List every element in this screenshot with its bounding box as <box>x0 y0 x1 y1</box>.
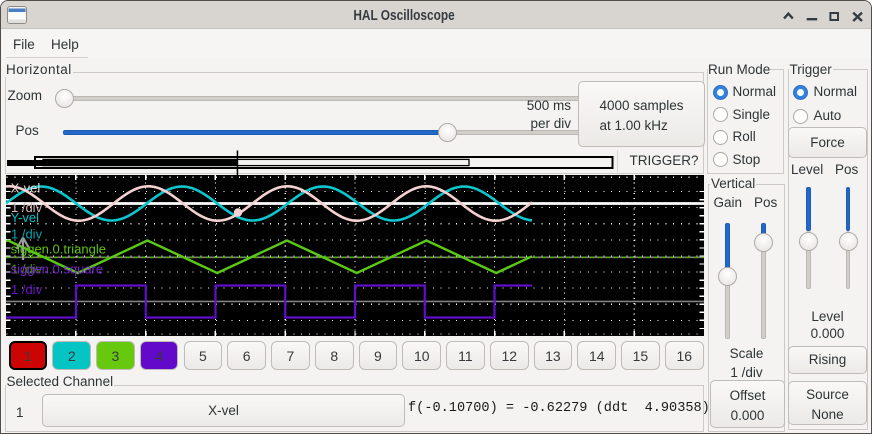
svg-text:1 /div: 1 /div <box>11 282 43 297</box>
svg-text:1 /div: 1 /div <box>11 262 43 277</box>
svg-text:siggen.0.triangle: siggen.0.triangle <box>11 242 106 257</box>
svg-text:Y-vel: Y-vel <box>11 210 40 225</box>
svg-text:1 /div: 1 /div <box>11 226 43 241</box>
svg-text:1 /div: 1 /div <box>11 200 43 215</box>
svg-text:X-vel: X-vel <box>11 180 41 195</box>
svg-text:siggen.0.square: siggen.0.square <box>11 262 104 277</box>
